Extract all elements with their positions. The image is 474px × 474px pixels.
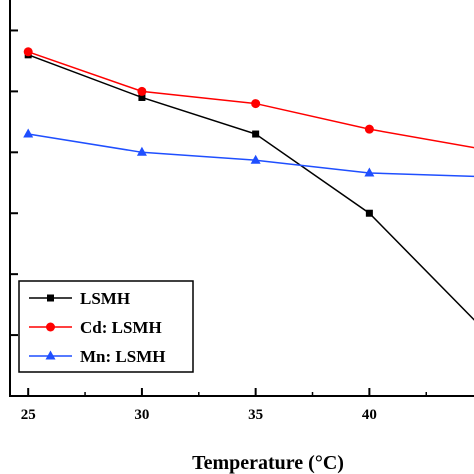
data-point — [252, 130, 260, 138]
data-point — [251, 99, 261, 109]
series-mn-lsmh — [23, 128, 474, 178]
data-point — [138, 93, 146, 101]
legend-marker — [45, 350, 56, 360]
legend-entry: LSMH — [80, 289, 130, 308]
data-point — [137, 86, 147, 96]
legend-entry: Mn: LSMH — [80, 347, 165, 366]
data-point — [136, 146, 147, 156]
plot-frame — [9, 0, 474, 397]
x-axis-tick-labels: 25 30 35 40 — [21, 407, 377, 423]
data-point — [23, 47, 33, 57]
data-point — [250, 154, 261, 164]
x-axis-ticks — [27, 388, 427, 396]
x-axis-title: Temperature (°C) — [192, 452, 344, 474]
legend-marker — [46, 322, 55, 332]
x-tick-label: 35 — [248, 407, 263, 423]
series-line — [27, 51, 474, 149]
series-layer — [23, 47, 474, 321]
data-point — [364, 124, 374, 134]
x-tick-label: 30 — [134, 407, 149, 423]
legend: LSMH Cd: LSMH Mn: LSMH — [18, 280, 194, 373]
legend-entry: Cd: LSMH — [80, 318, 162, 337]
data-point — [364, 167, 375, 177]
x-tick-label: 40 — [362, 407, 377, 423]
x-tick-label: 25 — [21, 407, 36, 423]
legend-marker — [47, 294, 54, 302]
data-point — [365, 209, 373, 217]
series-line — [28, 133, 474, 178]
series-cd-lsmh — [23, 47, 474, 149]
y-axis-ticks — [10, 29, 18, 337]
data-point — [23, 128, 34, 138]
